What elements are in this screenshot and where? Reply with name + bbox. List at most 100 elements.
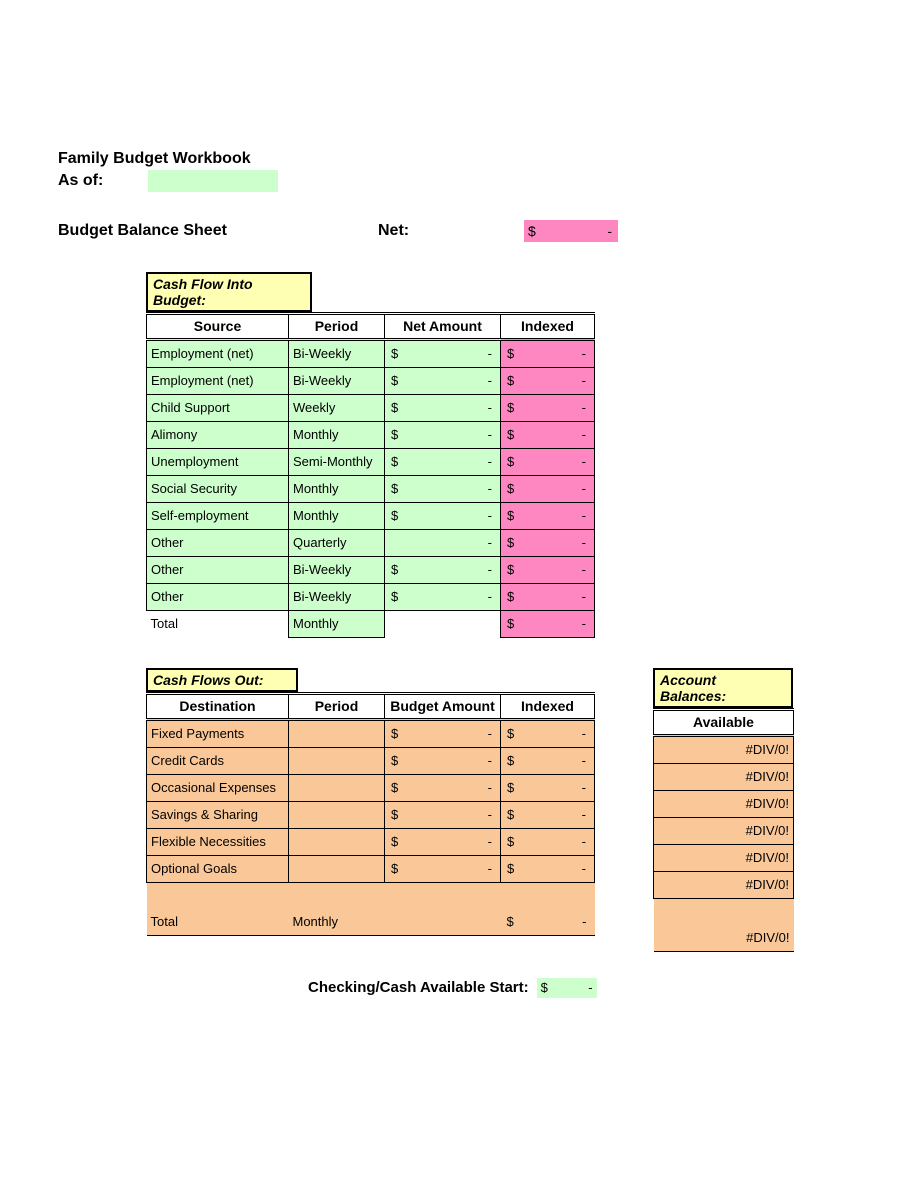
checking-value: - bbox=[588, 980, 592, 995]
source-cell[interactable]: Unemployment bbox=[147, 448, 289, 475]
cash-in-row: Self-employment Monthly $- $- bbox=[147, 502, 595, 529]
period-cell[interactable]: Bi-Weekly bbox=[289, 556, 385, 583]
cash-in-row: Social Security Monthly $- $- bbox=[147, 475, 595, 502]
checking-symbol: $ bbox=[541, 980, 548, 995]
total-amount-blank bbox=[385, 610, 501, 637]
source-cell[interactable]: Alimony bbox=[147, 421, 289, 448]
col-period: Period bbox=[289, 314, 385, 340]
period-cell[interactable] bbox=[289, 747, 385, 774]
amount-cell[interactable]: $- bbox=[385, 583, 501, 610]
amount-cell[interactable]: - bbox=[385, 529, 501, 556]
balance-sheet-label: Budget Balance Sheet bbox=[58, 222, 378, 240]
amount-cell[interactable]: $- bbox=[385, 556, 501, 583]
period-cell[interactable]: Monthly bbox=[289, 475, 385, 502]
balance-spacer-row bbox=[654, 898, 794, 925]
checking-row: Checking/Cash Available Start: $ - bbox=[308, 978, 900, 998]
dest-cell[interactable]: Credit Cards bbox=[147, 747, 289, 774]
source-cell[interactable]: Child Support bbox=[147, 394, 289, 421]
period-cell[interactable]: Monthly bbox=[289, 502, 385, 529]
total-label: Total bbox=[147, 610, 289, 637]
cash-in-row: Employment (net) Bi-Weekly $- $- bbox=[147, 367, 595, 394]
checking-cell[interactable]: $ - bbox=[537, 978, 597, 998]
indexed-cell: $- bbox=[501, 828, 595, 855]
amount-cell[interactable]: $- bbox=[385, 774, 501, 801]
balance-cell: #DIV/0! bbox=[654, 817, 794, 844]
workbook-title: Family Budget Workbook bbox=[58, 150, 900, 168]
dest-cell[interactable]: Occasional Expenses bbox=[147, 774, 289, 801]
col-source: Source bbox=[147, 314, 289, 340]
balance-row: #DIV/0! bbox=[654, 871, 794, 898]
period-cell[interactable]: Semi-Monthly bbox=[289, 448, 385, 475]
indexed-cell: $- bbox=[501, 774, 595, 801]
dest-cell[interactable]: Flexible Necessities bbox=[147, 828, 289, 855]
period-cell[interactable]: Bi-Weekly bbox=[289, 339, 385, 367]
cash-in-header-row: Source Period Net Amount Indexed bbox=[147, 314, 595, 340]
amount-cell[interactable]: $- bbox=[385, 339, 501, 367]
cash-out-banner: Cash Flows Out: bbox=[146, 668, 298, 692]
period-cell[interactable] bbox=[289, 828, 385, 855]
net-symbol: $ bbox=[528, 223, 536, 239]
cash-in-row: Employment (net) Bi-Weekly $- $- bbox=[147, 339, 595, 367]
amount-cell[interactable]: $- bbox=[385, 421, 501, 448]
period-cell[interactable]: Bi-Weekly bbox=[289, 367, 385, 394]
amount-cell[interactable]: $- bbox=[385, 747, 501, 774]
balance-total-cell: #DIV/0! bbox=[654, 925, 794, 952]
total-period[interactable]: Monthly bbox=[289, 610, 385, 637]
indexed-cell: $- bbox=[501, 502, 595, 529]
source-cell[interactable]: Employment (net) bbox=[147, 339, 289, 367]
amount-cell[interactable]: $- bbox=[385, 719, 501, 747]
period-cell[interactable] bbox=[289, 855, 385, 882]
source-cell[interactable]: Social Security bbox=[147, 475, 289, 502]
amount-cell[interactable]: $- bbox=[385, 828, 501, 855]
amount-cell[interactable]: $- bbox=[385, 801, 501, 828]
period-cell[interactable] bbox=[289, 774, 385, 801]
balance-row: #DIV/0! bbox=[654, 735, 794, 763]
source-cell[interactable]: Other bbox=[147, 583, 289, 610]
out-and-balances: Cash Flows Out: Destination Period Budge… bbox=[146, 668, 900, 952]
period-cell[interactable]: Quarterly bbox=[289, 529, 385, 556]
balance-cell: #DIV/0! bbox=[654, 763, 794, 790]
period-cell[interactable] bbox=[289, 719, 385, 747]
col-destination: Destination bbox=[147, 693, 289, 719]
source-cell[interactable]: Self-employment bbox=[147, 502, 289, 529]
source-cell[interactable]: Other bbox=[147, 529, 289, 556]
period-cell[interactable] bbox=[289, 801, 385, 828]
amount-cell[interactable]: $- bbox=[385, 394, 501, 421]
period-cell[interactable]: Monthly bbox=[289, 421, 385, 448]
indexed-cell: $- bbox=[501, 556, 595, 583]
total-indexed: $- bbox=[501, 909, 595, 936]
balance-cell: #DIV/0! bbox=[654, 844, 794, 871]
total-amount-blank bbox=[385, 909, 501, 936]
dest-cell[interactable]: Savings & Sharing bbox=[147, 801, 289, 828]
dest-cell[interactable]: Fixed Payments bbox=[147, 719, 289, 747]
balance-cell: #DIV/0! bbox=[654, 871, 794, 898]
indexed-cell: $- bbox=[501, 367, 595, 394]
cash-out-row: Fixed Payments $- $- bbox=[147, 719, 595, 747]
net-amount-cell: $ - bbox=[524, 220, 618, 242]
amount-cell[interactable]: $- bbox=[385, 448, 501, 475]
period-cell[interactable]: Bi-Weekly bbox=[289, 583, 385, 610]
cash-out-header-row: Destination Period Budget Amount Indexed bbox=[147, 693, 595, 719]
balances-header-row: Available bbox=[654, 709, 794, 735]
amount-cell[interactable]: $- bbox=[385, 475, 501, 502]
cash-in-total-row: Total Monthly $- bbox=[147, 610, 595, 637]
indexed-cell: $- bbox=[501, 421, 595, 448]
period-cell[interactable]: Weekly bbox=[289, 394, 385, 421]
amount-cell[interactable]: $- bbox=[385, 367, 501, 394]
source-cell[interactable]: Other bbox=[147, 556, 289, 583]
balance-row: #DIV/0! bbox=[654, 817, 794, 844]
col-indexed: Indexed bbox=[501, 314, 595, 340]
total-period: Monthly bbox=[289, 909, 385, 936]
spacer-cell bbox=[501, 882, 595, 909]
balance-cell: #DIV/0! bbox=[654, 735, 794, 763]
source-cell[interactable]: Employment (net) bbox=[147, 367, 289, 394]
spacer-cell bbox=[654, 898, 794, 925]
cash-in-row: Other Bi-Weekly $- $- bbox=[147, 556, 595, 583]
spacer-cell bbox=[147, 882, 289, 909]
amount-cell[interactable]: $- bbox=[385, 855, 501, 882]
dest-cell[interactable]: Optional Goals bbox=[147, 855, 289, 882]
amount-cell[interactable]: $- bbox=[385, 502, 501, 529]
asof-value-cell[interactable] bbox=[148, 170, 278, 192]
col-budget-amount: Budget Amount bbox=[385, 693, 501, 719]
balance-row: #DIV/0! bbox=[654, 763, 794, 790]
